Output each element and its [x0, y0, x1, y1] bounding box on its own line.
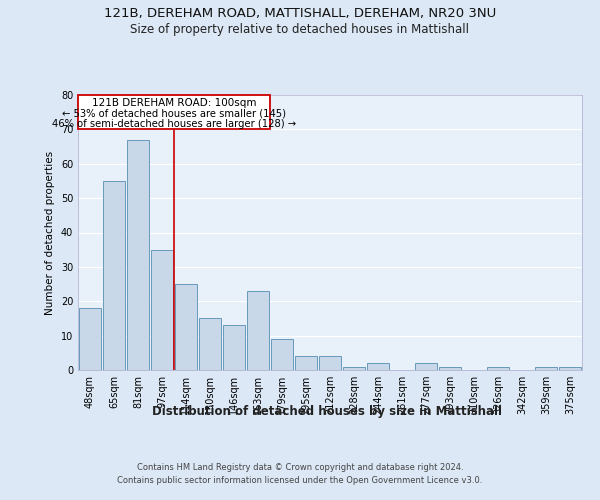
Bar	[559, 366, 581, 370]
Bar	[223, 326, 245, 370]
Text: 46% of semi-detached houses are larger (128) →: 46% of semi-detached houses are larger (…	[52, 119, 296, 129]
Bar	[151, 250, 173, 370]
Bar	[487, 366, 509, 370]
Text: Size of property relative to detached houses in Mattishall: Size of property relative to detached ho…	[131, 22, 470, 36]
Bar	[199, 318, 221, 370]
Bar	[103, 181, 125, 370]
Bar	[127, 140, 149, 370]
Bar	[343, 366, 365, 370]
Bar	[79, 308, 101, 370]
Bar	[535, 366, 557, 370]
Bar	[319, 356, 341, 370]
Text: 121B DEREHAM ROAD: 100sqm: 121B DEREHAM ROAD: 100sqm	[92, 98, 256, 108]
Text: Contains HM Land Registry data © Crown copyright and database right 2024.: Contains HM Land Registry data © Crown c…	[137, 462, 463, 471]
Text: Contains public sector information licensed under the Open Government Licence v3: Contains public sector information licen…	[118, 476, 482, 485]
Bar	[367, 363, 389, 370]
Bar	[175, 284, 197, 370]
Bar	[247, 291, 269, 370]
Bar	[295, 356, 317, 370]
Bar	[271, 339, 293, 370]
FancyBboxPatch shape	[78, 95, 270, 130]
Text: ← 53% of detached houses are smaller (145): ← 53% of detached houses are smaller (14…	[62, 109, 286, 119]
Y-axis label: Number of detached properties: Number of detached properties	[45, 150, 55, 314]
Bar	[415, 363, 437, 370]
Text: 121B, DEREHAM ROAD, MATTISHALL, DEREHAM, NR20 3NU: 121B, DEREHAM ROAD, MATTISHALL, DEREHAM,…	[104, 8, 496, 20]
Text: Distribution of detached houses by size in Mattishall: Distribution of detached houses by size …	[152, 405, 502, 418]
Bar	[439, 366, 461, 370]
